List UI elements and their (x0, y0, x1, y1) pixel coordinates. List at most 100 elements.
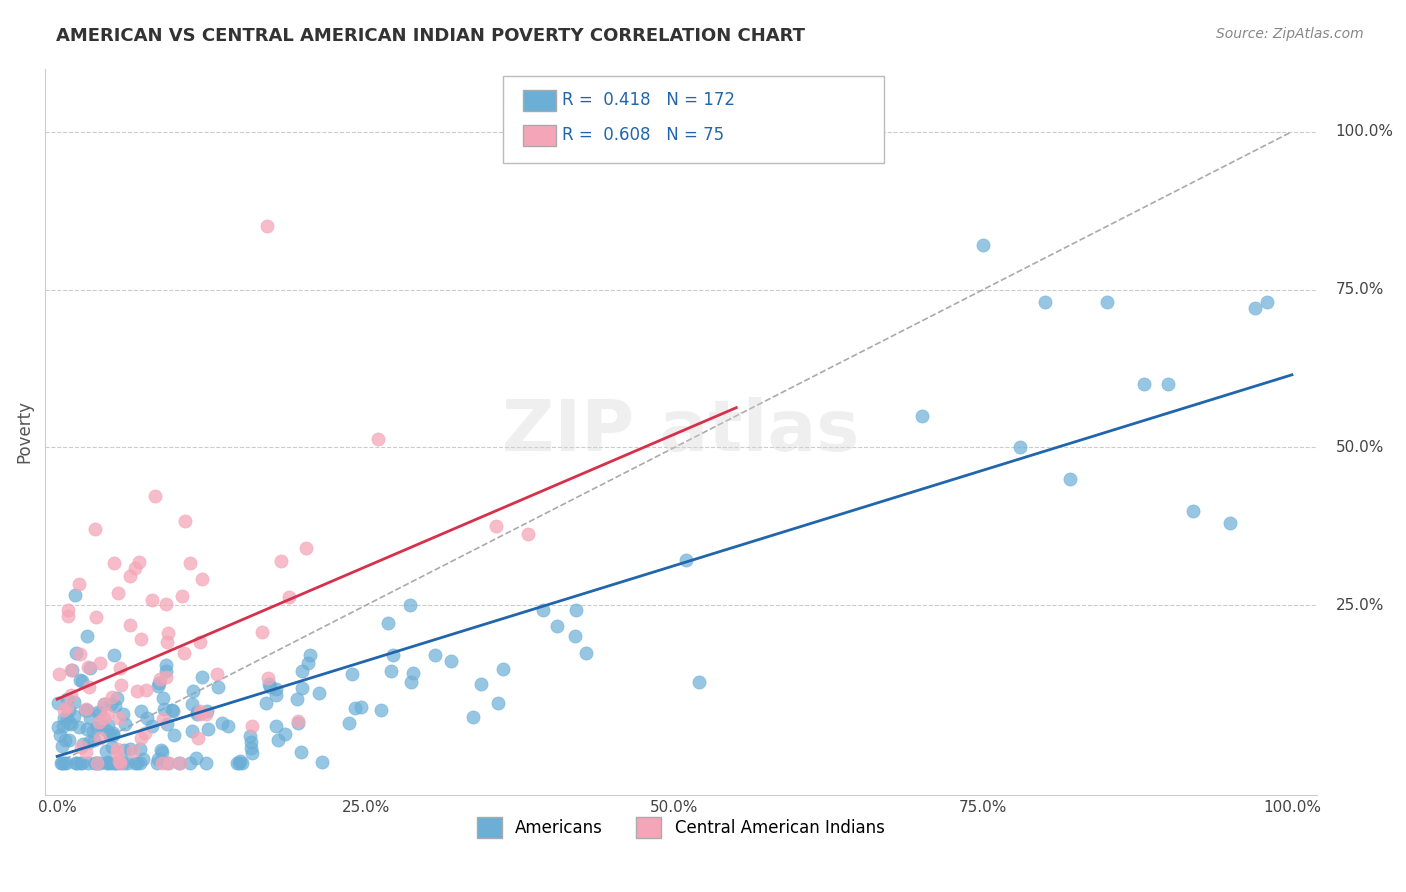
Point (107, 586, 129, 600)
Point (86, 756, 108, 771)
Point (517, 527, 540, 541)
Text: ZIP atlas: ZIP atlas (502, 397, 859, 467)
Point (107, 756, 129, 771)
Point (267, 733, 290, 747)
Point (169, 756, 191, 771)
Text: R =  0.418   N = 172: R = 0.418 N = 172 (562, 91, 735, 109)
Point (105, 746, 128, 760)
Point (217, 718, 239, 732)
Point (104, 756, 127, 771)
Point (96, 756, 118, 771)
Point (270, 554, 292, 568)
Point (157, 756, 180, 771)
Y-axis label: Poverty: Poverty (15, 401, 32, 463)
Point (226, 756, 249, 771)
Point (93, 697, 115, 711)
Point (179, 756, 201, 771)
Point (173, 646, 195, 660)
Point (1059, 472, 1081, 486)
Point (49, 728, 72, 742)
Point (146, 680, 169, 694)
Point (56, 603, 79, 617)
Point (63, 708, 86, 723)
Point (108, 711, 131, 725)
Point (149, 743, 172, 757)
Point (291, 665, 314, 679)
Point (59, 689, 82, 703)
Point (190, 635, 212, 649)
FancyBboxPatch shape (523, 90, 557, 112)
Point (120, 742, 142, 756)
Point (184, 751, 207, 765)
Point (128, 756, 150, 771)
Point (53, 756, 76, 771)
Point (148, 751, 170, 765)
Point (124, 560, 146, 574)
Point (100, 697, 122, 711)
Point (58, 608, 80, 623)
Point (84, 756, 107, 770)
Point (380, 665, 402, 679)
Point (97, 755, 120, 769)
Point (89, 657, 111, 671)
Point (295, 541, 318, 555)
Point (167, 756, 190, 771)
Point (575, 646, 598, 660)
Point (291, 681, 314, 696)
Point (63, 695, 86, 709)
Point (160, 703, 183, 717)
Point (58, 703, 80, 717)
Point (89, 731, 111, 745)
Point (211, 715, 233, 730)
Point (252, 625, 274, 640)
Point (77, 680, 100, 694)
Point (191, 572, 214, 586)
Point (132, 752, 155, 766)
Point (128, 742, 150, 756)
Point (52, 719, 75, 733)
Point (370, 703, 392, 717)
Point (228, 754, 250, 768)
Point (254, 696, 277, 710)
Point (79, 661, 101, 675)
Point (155, 665, 177, 679)
Point (143, 489, 166, 503)
Legend: Americans, Central American Indians: Americans, Central American Indians (470, 811, 891, 845)
Point (76, 703, 98, 717)
Point (290, 745, 312, 759)
Point (287, 714, 309, 728)
Point (156, 625, 179, 640)
Point (97, 756, 120, 771)
Point (82, 724, 104, 739)
Point (120, 569, 142, 583)
Point (101, 726, 124, 740)
Point (231, 756, 253, 771)
Point (972, 238, 994, 252)
Point (533, 603, 555, 617)
Point (67, 720, 90, 734)
Point (277, 590, 299, 604)
Point (228, 756, 250, 771)
Point (195, 706, 218, 721)
Point (461, 710, 484, 724)
Point (298, 648, 321, 662)
Point (135, 683, 157, 698)
Point (1095, 295, 1118, 310)
Point (83, 733, 105, 747)
Point (274, 727, 297, 741)
Point (105, 742, 128, 756)
Point (112, 743, 135, 757)
Point (181, 697, 204, 711)
Point (145, 756, 167, 771)
Text: 50.0%: 50.0% (1336, 440, 1384, 455)
Point (155, 597, 177, 611)
Point (152, 745, 174, 759)
Point (53, 711, 76, 725)
Point (141, 592, 163, 607)
Point (75, 745, 97, 759)
Point (110, 660, 132, 674)
Point (131, 731, 153, 745)
Point (287, 715, 309, 730)
Point (266, 688, 288, 702)
Point (105, 691, 128, 706)
